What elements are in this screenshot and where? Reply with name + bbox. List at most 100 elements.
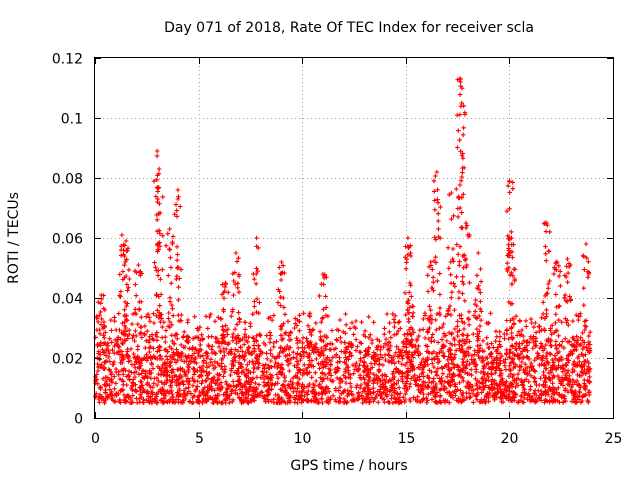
data-point — [390, 311, 395, 317]
data-point — [114, 350, 120, 356]
data-point — [319, 371, 325, 376]
data-point — [406, 349, 412, 355]
data-point — [144, 390, 150, 395]
data-point — [106, 367, 112, 372]
data-point — [459, 391, 464, 397]
data-point — [133, 369, 139, 375]
data-point — [246, 344, 252, 350]
data-point — [452, 307, 457, 313]
data-point — [478, 290, 483, 295]
data-point — [350, 362, 356, 368]
data-point — [194, 384, 200, 389]
data-point — [100, 350, 106, 355]
data-point — [301, 311, 306, 316]
data-point — [348, 389, 354, 394]
data-point — [118, 336, 123, 342]
data-point — [97, 352, 103, 357]
data-point — [528, 360, 534, 366]
data-point — [96, 349, 101, 354]
data-point — [219, 333, 225, 338]
data-point — [458, 79, 463, 85]
data-point — [185, 317, 191, 323]
data-point — [384, 392, 390, 397]
data-point — [139, 371, 144, 376]
data-point — [317, 293, 322, 299]
data-point — [425, 362, 430, 367]
data-point — [470, 331, 476, 337]
data-point — [510, 316, 515, 322]
data-point — [392, 381, 397, 386]
data-point — [556, 365, 561, 370]
data-point — [455, 206, 461, 211]
data-point — [292, 325, 297, 331]
data-point — [180, 335, 186, 340]
data-point — [585, 358, 590, 364]
data-point — [456, 289, 462, 295]
data-point — [359, 319, 364, 325]
data-point — [479, 309, 484, 314]
data-point — [433, 173, 438, 179]
data-point — [189, 355, 194, 361]
data-point — [337, 395, 342, 400]
data-point — [382, 399, 387, 405]
data-point — [296, 381, 301, 386]
data-point — [565, 279, 570, 285]
data-point — [161, 399, 167, 404]
data-point — [144, 358, 150, 363]
data-point — [575, 341, 581, 347]
data-point — [156, 185, 162, 190]
data-point — [567, 373, 572, 379]
data-point — [126, 368, 132, 374]
data-point — [116, 335, 121, 340]
data-point — [178, 342, 184, 348]
data-point — [517, 355, 523, 360]
data-point — [274, 400, 279, 405]
plot-frame — [94, 57, 614, 419]
data-point — [533, 330, 539, 335]
data-point — [153, 194, 159, 199]
data-point — [461, 326, 467, 332]
data-point — [413, 382, 419, 387]
data-point — [316, 400, 321, 406]
data-point — [421, 374, 426, 379]
data-point — [402, 362, 408, 368]
data-point — [506, 336, 512, 342]
data-point — [181, 329, 187, 335]
data-point — [366, 352, 371, 357]
data-point — [431, 364, 437, 370]
data-point — [582, 367, 587, 372]
data-point — [565, 368, 571, 373]
data-point — [252, 304, 257, 309]
data-point — [567, 351, 573, 357]
data-point — [416, 382, 421, 388]
data-point — [374, 337, 380, 342]
data-point — [532, 391, 537, 396]
data-point — [231, 363, 236, 369]
data-point — [176, 386, 182, 392]
data-point — [297, 328, 302, 333]
data-point — [565, 270, 571, 276]
data-point — [102, 335, 107, 340]
data-point — [425, 373, 430, 379]
data-point — [435, 211, 441, 216]
data-point — [460, 346, 465, 352]
data-point — [167, 324, 173, 330]
data-point — [271, 344, 276, 350]
data-point — [511, 372, 517, 378]
data-point — [456, 194, 461, 200]
data-point — [565, 381, 570, 387]
data-point — [363, 366, 369, 372]
data-point — [165, 231, 171, 236]
data-point — [320, 400, 325, 406]
data-point — [109, 340, 114, 345]
data-point — [508, 368, 513, 373]
data-point — [133, 282, 138, 287]
data-point — [305, 365, 311, 370]
data-point — [543, 342, 549, 348]
data-point — [222, 284, 228, 290]
data-point — [458, 374, 464, 380]
data-point — [204, 361, 209, 366]
data-point — [362, 360, 367, 366]
data-point — [186, 362, 191, 367]
data-point — [568, 262, 573, 268]
